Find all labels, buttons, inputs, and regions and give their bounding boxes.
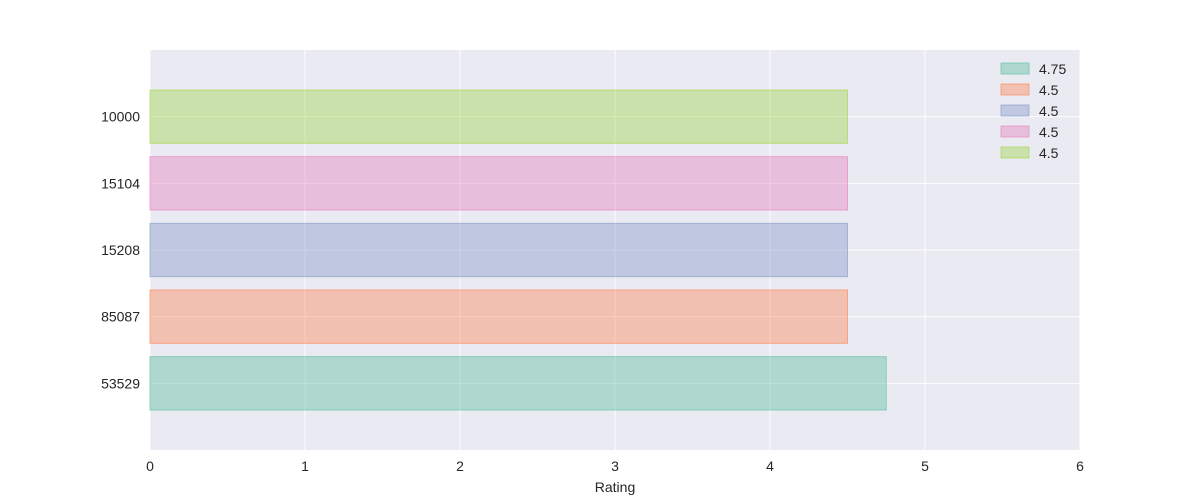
x-tick-label: 2 bbox=[456, 458, 464, 474]
bar-15208 bbox=[149, 222, 848, 278]
y-tick-label: 15104 bbox=[101, 175, 140, 191]
legend-swatch bbox=[1000, 62, 1030, 75]
x-tick-label: 3 bbox=[611, 458, 619, 474]
bar-10000 bbox=[149, 89, 848, 144]
y-tick-label: 15208 bbox=[101, 242, 140, 258]
bar-53529 bbox=[149, 356, 887, 411]
x-tick-labels: 0 1 2 3 4 5 6 bbox=[146, 458, 1084, 474]
x-tick-label: 6 bbox=[1076, 458, 1084, 474]
grid-lines bbox=[149, 50, 1081, 450]
x-tick-label: 0 bbox=[146, 458, 154, 474]
legend-swatch bbox=[1000, 104, 1030, 117]
y-tick-label: 53529 bbox=[101, 375, 140, 391]
legend-label: 4.75 bbox=[1039, 61, 1066, 77]
bar-15104 bbox=[149, 156, 848, 211]
y-tick-labels: 53529 85087 15208 15104 10000 bbox=[101, 109, 140, 392]
y-tick-label: 10000 bbox=[101, 109, 140, 125]
y-tick-label: 85087 bbox=[101, 309, 140, 325]
x-tick-label: 5 bbox=[921, 458, 929, 474]
x-tick-label: 1 bbox=[301, 458, 309, 474]
legend-swatch bbox=[1000, 125, 1030, 138]
bar-85087 bbox=[149, 289, 848, 344]
x-tick-label: 4 bbox=[766, 458, 774, 474]
legend-swatch bbox=[1000, 83, 1030, 96]
bars bbox=[149, 89, 887, 411]
x-axis-label: Rating bbox=[595, 479, 635, 495]
legend-label: 4.5 bbox=[1039, 103, 1059, 119]
legend-label: 4.5 bbox=[1039, 124, 1059, 140]
legend-label: 4.5 bbox=[1039, 82, 1059, 98]
legend: 4.75 4.5 4.5 4.5 4.5 bbox=[1000, 61, 1066, 161]
legend-label: 4.5 bbox=[1039, 145, 1059, 161]
legend-swatch bbox=[1000, 146, 1030, 159]
